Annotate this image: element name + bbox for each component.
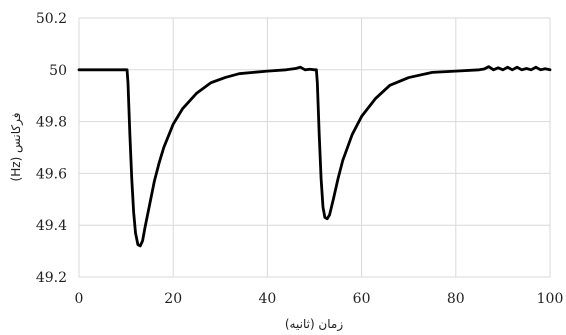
x-tick-label-60: 60 bbox=[353, 291, 371, 307]
x-axis-title: (زمان (ثانیه bbox=[285, 317, 343, 332]
x-tick-label-80: 80 bbox=[447, 291, 465, 307]
y-tick-label-49-8: 49.8 bbox=[36, 115, 67, 131]
series-layer bbox=[77, 65, 552, 248]
y-tick-label-49-6: 49.6 bbox=[36, 166, 67, 182]
y-axis-title: (Hz) فرکانس bbox=[9, 113, 24, 182]
x-tick-label-0: 0 bbox=[75, 291, 84, 307]
y-tick-label-49-4: 49.4 bbox=[36, 218, 67, 234]
y-tick-label-50: 50 bbox=[49, 63, 67, 79]
y-tick-label-49-2: 49.2 bbox=[36, 270, 67, 286]
plot-background bbox=[79, 18, 550, 277]
x-tick-label-100: 100 bbox=[537, 291, 564, 307]
grid-lines bbox=[78, 17, 551, 278]
x-tick-label-40: 40 bbox=[258, 291, 276, 307]
x-tick-label-20: 20 bbox=[164, 291, 182, 307]
tick-labels: 0 20 40 60 80 100 49.2 49.4 49.6 49.8 50 50.2 bbox=[36, 11, 564, 307]
frequency-series-line-0 bbox=[77, 65, 552, 248]
y-tick-label-50-2: 50.2 bbox=[36, 11, 67, 27]
